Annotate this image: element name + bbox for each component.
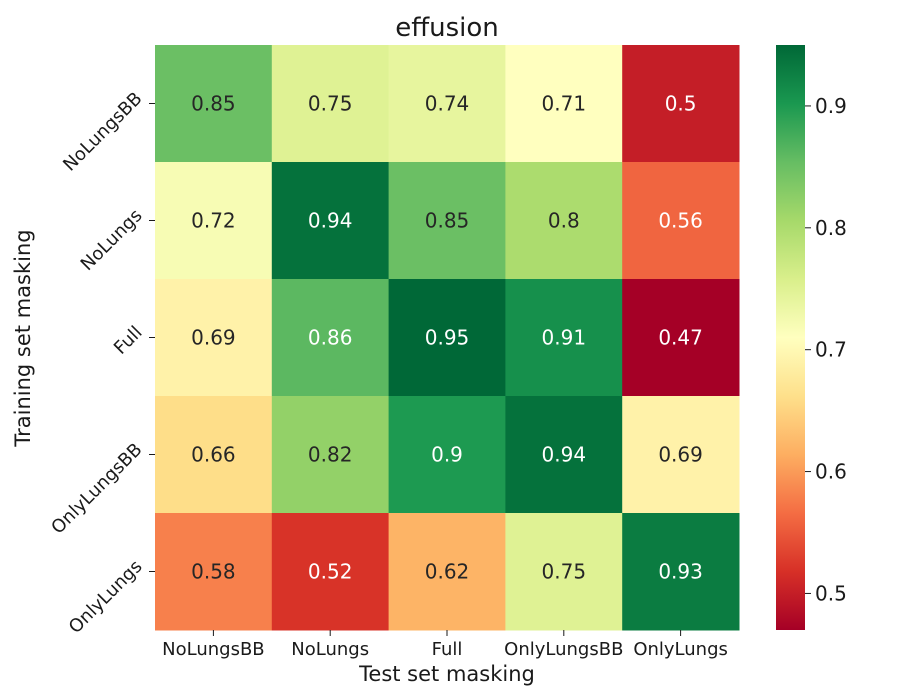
y-tick-label: OnlyLungsBB xyxy=(47,439,146,538)
heatmap-cell-label: 0.91 xyxy=(542,326,587,350)
heatmap-cell xyxy=(155,45,273,163)
heatmap-cell-label: 0.69 xyxy=(658,443,703,467)
heatmap-cell-label: 0.62 xyxy=(425,560,470,584)
heatmap-cell xyxy=(271,396,390,514)
heatmap-cell-label: 0.93 xyxy=(658,560,703,584)
heatmap-cell-label: 0.86 xyxy=(308,326,353,350)
x-axis-label: Test set masking xyxy=(358,662,535,686)
colorbar-tick-label: 0.7 xyxy=(815,338,847,362)
heatmap-cell xyxy=(271,279,390,397)
heatmap-cell xyxy=(622,513,740,631)
heatmap-cell-label: 0.52 xyxy=(308,560,353,584)
y-axis-label: Training set masking xyxy=(11,229,35,447)
heatmap-cell xyxy=(388,45,506,163)
colorbar-tick-label: 0.9 xyxy=(815,94,847,118)
colorbar-gradient xyxy=(776,45,805,630)
heatmap-cell-label: 0.58 xyxy=(191,560,236,584)
heatmap-cell-label: 0.85 xyxy=(425,209,470,233)
heatmap-cell-label: 0.5 xyxy=(665,92,697,116)
heatmap-cell xyxy=(505,513,623,631)
colorbar: 0.5 0.6 0.7 0.8 0.9 xyxy=(776,45,847,630)
heatmap-cell xyxy=(622,396,740,514)
heatmap-cell xyxy=(505,162,623,280)
colorbar-tick-label: 0.8 xyxy=(815,216,847,240)
heatmap-cell xyxy=(388,396,506,514)
y-tick-label: OnlyLungs xyxy=(65,556,147,638)
heatmap-cell-label: 0.71 xyxy=(542,92,587,116)
colorbar-ticks: 0.5 0.6 0.7 0.8 0.9 xyxy=(805,94,847,605)
heatmap-cell-label: 0.8 xyxy=(548,209,580,233)
heatmap-cell-label: 0.69 xyxy=(191,326,236,350)
colorbar-tick-label: 0.5 xyxy=(815,581,847,605)
x-tick-label: NoLungs xyxy=(291,639,369,660)
x-axis-ticks: NoLungsBB NoLungs Full OnlyLungsBB OnlyLungs xyxy=(162,630,728,660)
heatmap-cell xyxy=(271,45,390,163)
heatmap-cell-label: 0.74 xyxy=(425,92,470,116)
x-tick-label: NoLungsBB xyxy=(162,639,265,660)
heatmap-cell xyxy=(622,162,740,280)
chart-title: effusion xyxy=(395,13,499,43)
x-tick-label: Full xyxy=(432,639,463,660)
heatmap-cells: 0.85 0.75 0.74 0.71 0.5 0.72 0.94 0.85 0.8 0.56 0.… xyxy=(155,45,740,631)
y-tick-label: Full xyxy=(110,322,147,359)
heatmap-cell xyxy=(622,279,740,397)
x-tick-label: OnlyLungsBB xyxy=(504,639,623,660)
heatmap-cell-label: 0.56 xyxy=(658,209,703,233)
heatmap-cell xyxy=(155,396,273,514)
heatmap-cell-label: 0.72 xyxy=(191,209,236,233)
heatmap-cell xyxy=(271,162,390,280)
heatmap-cell xyxy=(505,279,623,397)
heatmap-cell xyxy=(622,45,740,163)
heatmap-cell xyxy=(505,45,623,163)
heatmap-cell-label: 0.82 xyxy=(308,443,353,467)
heatmap-cell-label: 0.9 xyxy=(431,443,463,467)
y-tick-label: NoLungs xyxy=(77,205,147,275)
heatmap-cell xyxy=(155,513,273,631)
heatmap-cell-label: 0.66 xyxy=(191,443,236,467)
heatmap-cell-label: 0.95 xyxy=(425,326,470,350)
y-axis-ticks: NoLungsBB NoLungs Full OnlyLungsBB OnlyLungs xyxy=(47,88,155,638)
heatmap-cell-label: 0.47 xyxy=(658,326,703,350)
heatmap-cell-label: 0.75 xyxy=(308,92,353,116)
heatmap-cell xyxy=(388,162,506,280)
y-tick-label: NoLungsBB xyxy=(59,88,146,175)
colorbar-tick-label: 0.6 xyxy=(815,460,847,484)
heatmap-cell-label: 0.75 xyxy=(542,560,587,584)
heatmap-cell-label: 0.94 xyxy=(308,209,353,233)
heatmap-cell xyxy=(155,162,273,280)
heatmap-cell-label: 0.85 xyxy=(191,92,236,116)
heatmap-cell xyxy=(505,396,623,514)
heatmap-cell xyxy=(388,279,506,397)
heatmap-cell-label: 0.94 xyxy=(542,443,587,467)
heatmap-cell xyxy=(155,279,273,397)
x-tick-label: OnlyLungs xyxy=(633,639,728,660)
heatmap-cell xyxy=(271,513,390,631)
heatmap-cell xyxy=(388,513,506,631)
